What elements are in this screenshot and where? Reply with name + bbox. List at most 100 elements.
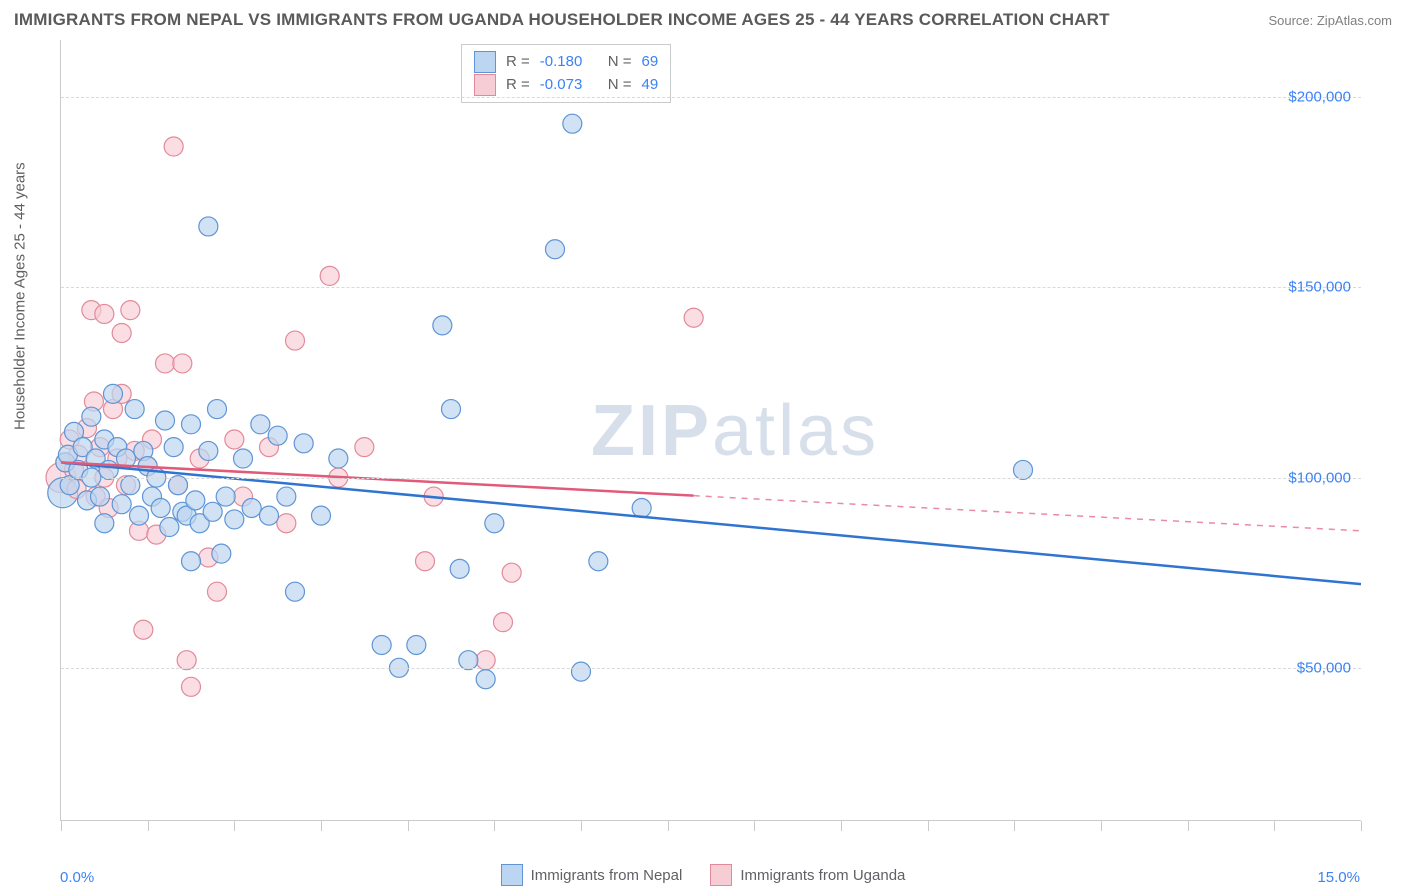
x-tick bbox=[148, 821, 149, 831]
y-tick-label: $100,000 bbox=[1288, 469, 1351, 486]
data-point bbox=[407, 635, 426, 654]
data-point bbox=[216, 487, 235, 506]
correlation-legend: R = -0.180 N = 69R = -0.073 N = 49 bbox=[461, 44, 671, 103]
legend-n-value: 49 bbox=[642, 74, 659, 97]
data-point bbox=[212, 544, 231, 563]
data-point bbox=[182, 415, 201, 434]
data-point bbox=[260, 506, 279, 525]
legend-item: Immigrants from Nepal bbox=[501, 864, 683, 886]
legend-n-label: N = bbox=[608, 74, 632, 97]
data-point bbox=[485, 514, 504, 533]
data-point bbox=[121, 301, 140, 320]
x-tick bbox=[61, 821, 62, 831]
gridline bbox=[61, 478, 1361, 479]
data-point bbox=[589, 552, 608, 571]
x-tick bbox=[1274, 821, 1275, 831]
data-point bbox=[182, 552, 201, 571]
x-tick-label: 0.0% bbox=[60, 869, 94, 886]
data-point bbox=[684, 308, 703, 327]
legend-swatch bbox=[501, 864, 523, 886]
data-point bbox=[151, 499, 170, 518]
data-point bbox=[476, 670, 495, 689]
data-point bbox=[372, 635, 391, 654]
data-point bbox=[186, 491, 205, 510]
data-point bbox=[160, 518, 179, 537]
data-point bbox=[494, 613, 513, 632]
legend-series-name: Immigrants from Nepal bbox=[531, 867, 683, 884]
data-point bbox=[91, 487, 110, 506]
data-point bbox=[546, 240, 565, 259]
y-tick-label: $50,000 bbox=[1297, 659, 1351, 676]
data-point bbox=[208, 582, 227, 601]
data-point bbox=[95, 514, 114, 533]
data-point bbox=[502, 563, 521, 582]
chart-svg bbox=[61, 40, 1361, 820]
legend-swatch bbox=[474, 74, 496, 96]
x-tick bbox=[668, 821, 669, 831]
series-legend: Immigrants from Nepal Immigrants from Uga… bbox=[0, 864, 1406, 886]
gridline bbox=[61, 668, 1361, 669]
x-tick-label: 15.0% bbox=[1317, 869, 1360, 886]
legend-row: R = -0.180 N = 69 bbox=[474, 51, 658, 74]
data-point bbox=[164, 137, 183, 156]
x-tick bbox=[1101, 821, 1102, 831]
data-point bbox=[134, 620, 153, 639]
data-point bbox=[277, 487, 296, 506]
source-label: Source: ZipAtlas.com bbox=[1268, 13, 1392, 28]
data-point bbox=[125, 400, 144, 419]
data-point bbox=[95, 304, 114, 323]
data-point bbox=[164, 438, 183, 457]
x-tick bbox=[408, 821, 409, 831]
x-tick bbox=[841, 821, 842, 831]
data-point bbox=[199, 441, 218, 460]
legend-n-label: N = bbox=[608, 51, 632, 74]
legend-r-value: -0.180 bbox=[540, 51, 598, 74]
data-point bbox=[442, 400, 461, 419]
data-point bbox=[277, 514, 296, 533]
data-point bbox=[234, 449, 253, 468]
legend-n-value: 69 bbox=[642, 51, 659, 74]
x-tick bbox=[754, 821, 755, 831]
data-point bbox=[572, 662, 591, 681]
data-point bbox=[130, 506, 149, 525]
plot-area: ZIPatlas R =-0.180N =69R =-0.073N =49 $5… bbox=[60, 40, 1361, 821]
data-point bbox=[182, 677, 201, 696]
data-point bbox=[208, 400, 227, 419]
data-point bbox=[173, 354, 192, 373]
trend-line bbox=[61, 462, 1361, 584]
data-point bbox=[433, 316, 452, 335]
x-tick bbox=[928, 821, 929, 831]
y-tick-label: $150,000 bbox=[1288, 279, 1351, 296]
legend-swatch bbox=[710, 864, 732, 886]
data-point bbox=[104, 384, 123, 403]
y-tick-label: $200,000 bbox=[1288, 89, 1351, 106]
x-tick bbox=[1188, 821, 1189, 831]
data-point bbox=[203, 502, 222, 521]
legend-item: Immigrants from Uganda bbox=[710, 864, 905, 886]
data-point bbox=[225, 430, 244, 449]
data-point bbox=[82, 407, 101, 426]
legend-r-label: R = bbox=[506, 51, 530, 74]
data-point bbox=[286, 582, 305, 601]
data-point bbox=[251, 415, 270, 434]
data-point bbox=[329, 449, 348, 468]
legend-r-value: -0.073 bbox=[540, 74, 598, 97]
data-point bbox=[632, 499, 651, 518]
gridline bbox=[61, 287, 1361, 288]
legend-series-name: Immigrants from Uganda bbox=[740, 867, 905, 884]
legend-swatch bbox=[474, 51, 496, 73]
chart-title: IMMIGRANTS FROM NEPAL VS IMMIGRANTS FROM… bbox=[14, 10, 1110, 30]
x-tick bbox=[1014, 821, 1015, 831]
legend-row: R =-0.073N =49 bbox=[474, 74, 658, 97]
x-tick bbox=[321, 821, 322, 831]
data-point bbox=[320, 266, 339, 285]
x-tick bbox=[581, 821, 582, 831]
y-axis-title: Householder Income Ages 25 - 44 years bbox=[12, 162, 29, 430]
data-point bbox=[286, 331, 305, 350]
data-point bbox=[199, 217, 218, 236]
data-point bbox=[112, 323, 131, 342]
data-point bbox=[268, 426, 287, 445]
data-point bbox=[355, 438, 374, 457]
data-point bbox=[242, 499, 261, 518]
x-tick bbox=[1361, 821, 1362, 831]
